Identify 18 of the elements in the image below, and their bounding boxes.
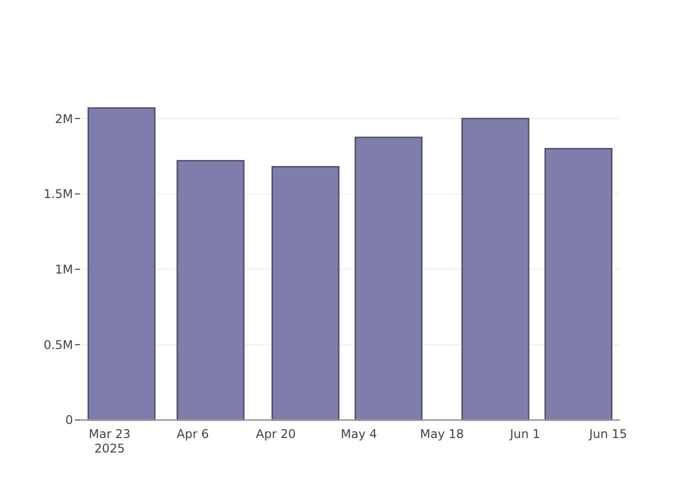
x-tick-label: Jun 1	[508, 427, 540, 442]
x-tick-label: Apr 20	[256, 427, 296, 442]
y-tick-label: 0	[65, 413, 73, 428]
bar	[354, 136, 423, 421]
x-tick-label: Apr 6	[176, 427, 209, 442]
bar	[544, 148, 612, 421]
y-tick-label: 0.5M	[44, 338, 73, 352]
x-tick-label: May 18	[420, 427, 464, 442]
x-tick-label: May 4	[340, 427, 378, 442]
bar	[461, 118, 530, 421]
y-tick-label: 2M	[55, 112, 73, 126]
bar	[88, 107, 156, 421]
y-tick-label: 1.5M	[44, 187, 73, 202]
bar	[272, 166, 340, 421]
bar	[176, 160, 245, 421]
x-tick-label: Mar 23 2025	[88, 427, 131, 456]
x-tick-label: Jun 15	[588, 427, 628, 442]
y-tick-label: 1M	[55, 262, 73, 276]
